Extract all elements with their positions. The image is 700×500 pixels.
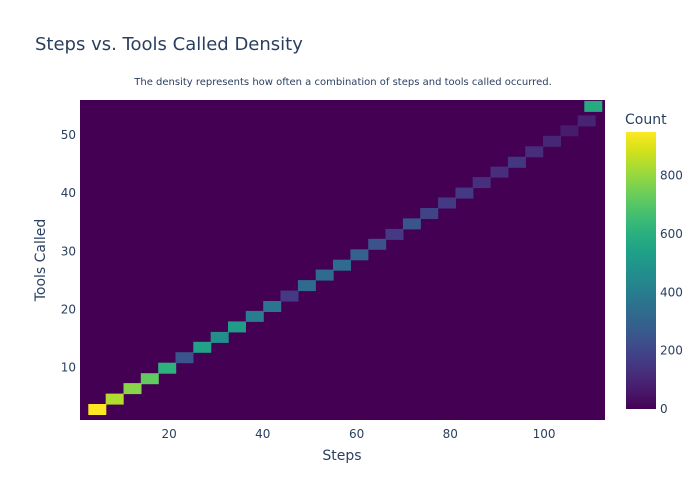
x-tick-label-1: 40 [255, 427, 270, 441]
heatmap-cell-14 [333, 259, 351, 271]
heatmap-cell-10 [263, 301, 282, 312]
y-tick-label-2: 30 [61, 244, 76, 258]
colorbar-title: Count [625, 112, 667, 128]
heatmap-cell-29 [584, 100, 603, 112]
heatmap-cell-12 [297, 280, 316, 292]
heatmap-cell-5 [175, 352, 194, 364]
y-tick-label-3: 40 [61, 186, 76, 200]
heatmap-cell-9 [245, 310, 264, 322]
heatmap-cells [88, 100, 603, 415]
heatmap-cell-27 [560, 125, 579, 137]
heatmap-cell-28 [577, 115, 596, 127]
x-tick-label-3: 80 [443, 427, 458, 441]
heatmap-cell-15 [350, 249, 369, 261]
y-tick-label-4: 50 [61, 128, 76, 142]
heatmap-cell-20 [438, 197, 456, 209]
heatmap-cell-22 [472, 177, 491, 189]
x-axis-ticks: 20 40 60 80 100 [161, 427, 555, 441]
heatmap-cell-11 [280, 290, 299, 302]
heatmap-cell-26 [543, 135, 561, 147]
y-axis-title: Tools Called [33, 219, 49, 303]
heatmap-cell-3 [140, 373, 159, 385]
heatmap-cell-2 [123, 383, 142, 395]
y-tick-label-0: 10 [61, 361, 76, 375]
heatmap-cell-24 [507, 156, 526, 168]
heatmap-cell-4 [158, 362, 177, 374]
heatmap-cell-0 [88, 404, 107, 415]
colorbar-tick-label-1: 200 [660, 344, 683, 358]
colorbar [626, 132, 656, 409]
heatmap-cell-13 [315, 269, 334, 281]
chart-subtitle: The density represents how often a combi… [133, 77, 552, 88]
heatmap-cell-1 [105, 393, 124, 405]
heatmap-cell-25 [525, 146, 544, 158]
heatmap-cell-8 [228, 321, 246, 333]
colorbar-ticks: 0 200 400 600 800 [660, 169, 683, 416]
colorbar-tick-label-0: 0 [660, 402, 668, 416]
heatmap-cell-17 [385, 228, 404, 240]
heatmap-cell-7 [210, 331, 229, 343]
colorbar-tick-label-2: 400 [660, 285, 683, 299]
y-tick-label-1: 20 [61, 303, 76, 317]
heatmap-cell-21 [455, 187, 474, 199]
colorbar-tick-label-3: 600 [660, 227, 683, 241]
x-tick-label-4: 100 [533, 427, 556, 441]
heatmap-cell-16 [368, 238, 387, 250]
y-axis-ticks: 10 20 30 40 50 [61, 128, 76, 375]
x-tick-label-0: 20 [161, 427, 176, 441]
heatmap-cell-6 [193, 341, 212, 353]
x-axis-title: Steps [322, 448, 361, 464]
colorbar-tick-label-4: 800 [660, 169, 683, 183]
heatmap-cell-23 [490, 166, 509, 178]
chart-title: Steps vs. Tools Called Density [35, 34, 303, 55]
x-tick-label-2: 60 [349, 427, 364, 441]
heatmap-cell-18 [402, 218, 421, 230]
heatmap-cell-19 [420, 208, 439, 219]
